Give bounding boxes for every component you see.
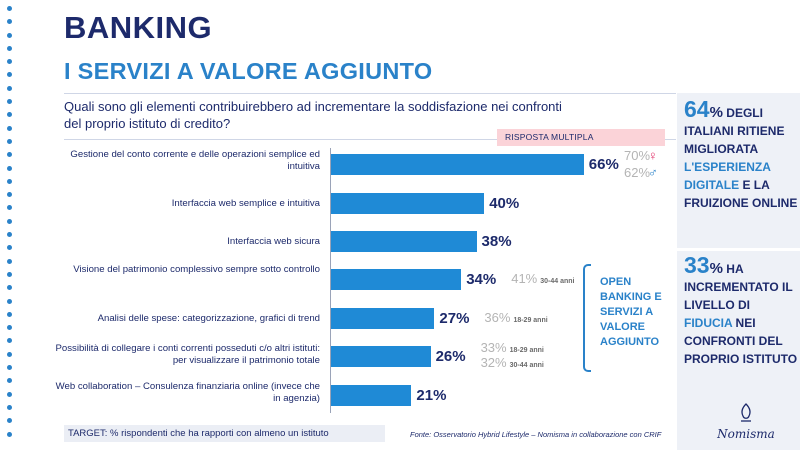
panel-divider — [677, 248, 800, 251]
decorative-dots — [6, 6, 14, 445]
target-note: TARGET: % rispondenti che ha rapporti co… — [64, 425, 385, 442]
nomisma-logo: Nomisma — [716, 402, 776, 441]
category-label: Interfaccia web semplice e intuitiva — [171, 198, 320, 209]
logo-text: Nomisma — [717, 427, 775, 441]
bar-value-label: 21% — [416, 387, 447, 404]
bar — [331, 231, 477, 252]
divider-bottom — [64, 139, 676, 140]
category-label: Possibilità di collegare i conti corrent… — [55, 343, 320, 366]
logo-emblem-icon — [741, 403, 751, 422]
bar — [331, 193, 485, 214]
bar — [331, 154, 584, 175]
segment-value-label: 32% 30-44 anni — [480, 355, 544, 370]
female-symbol-icon: ♀ — [648, 148, 658, 163]
segment-group-label: 18-29 anni — [513, 317, 548, 324]
male-value: 62% — [624, 165, 651, 180]
segment-group-label: 30-44 anni — [540, 278, 575, 285]
stat2-text-b: NEI CONFRONTI DEL PROPRIO ISTITUTO — [684, 316, 798, 366]
survey-question: Quali sono gli elementi contribuirebbero… — [64, 99, 562, 131]
bar — [331, 269, 462, 290]
stat2-number: 33 — [684, 252, 710, 278]
bar-value-label: 66% — [588, 156, 619, 173]
stat1-highlight: L'ESPERIENZA DIGITALE — [684, 160, 771, 192]
segment-value-label: 36% 18-29 anni — [484, 310, 548, 325]
bar-value-label: 27% — [439, 310, 470, 327]
segment-value-label: 41% 30-44 anni — [511, 271, 575, 286]
open-banking-label: OPEN BANKING E SERVIZI A VALORE AGGIUNTO — [600, 276, 662, 348]
segment-group-label: 30-44 anni — [509, 362, 544, 369]
open-banking-bracket — [583, 264, 591, 372]
male-symbol-icon: ♂ — [648, 165, 658, 180]
segment-group-label: 18-29 anni — [509, 347, 544, 354]
bar-value-label: 38% — [481, 233, 512, 250]
bar — [331, 346, 431, 367]
bar-value-label: 34% — [466, 271, 497, 288]
bar — [331, 308, 435, 329]
category-label: Analisi delle spese: categorizzazione, g… — [97, 313, 320, 324]
bar — [331, 385, 412, 406]
stat2-highlight: FIDUCIA — [684, 316, 733, 330]
stat1-pct: % — [709, 104, 723, 121]
category-label: Visione del patrimonio complessivo sempr… — [73, 264, 320, 275]
female-value: 70% — [624, 148, 651, 163]
stat1-number: 64 — [684, 96, 710, 122]
page-title: BANKING — [64, 10, 213, 45]
stat-digital-experience: 64% DEGLI ITALIANI RITIENE MIGLIORATA L'… — [684, 98, 798, 212]
page-subtitle: I SERVIZI A VALORE AGGIUNTO — [64, 58, 433, 84]
chart-axis — [330, 148, 331, 413]
category-label: Interfaccia web sicura — [227, 236, 320, 247]
side-panel — [677, 93, 800, 450]
segment-value-label: 33% 18-29 anni — [480, 340, 544, 355]
divider-top — [64, 93, 676, 94]
stat2-text-a: HA INCREMENTATO IL LIVELLO DI — [684, 262, 793, 312]
bar-value-label: 26% — [435, 348, 466, 365]
stat-trust: 33% HA INCREMENTATO IL LIVELLO DI FIDUCI… — [684, 254, 798, 368]
stat1-text-a: DEGLI ITALIANI RITIENE MIGLIORATA — [684, 106, 785, 156]
source-note: Fonte: Osservatorio Hybrid Lifestyle – N… — [410, 430, 662, 439]
category-label: Gestione del conto corrente e delle oper… — [70, 149, 320, 172]
category-label: Web collaboration – Consulenza finanziar… — [55, 381, 320, 404]
bar-value-label: 40% — [489, 195, 520, 212]
stat2-pct: % — [709, 260, 723, 277]
multiple-answer-badge: RISPOSTA MULTIPLA — [497, 129, 665, 146]
stat1-text-b: E LA FRUIZIONE ONLINE — [684, 178, 798, 210]
